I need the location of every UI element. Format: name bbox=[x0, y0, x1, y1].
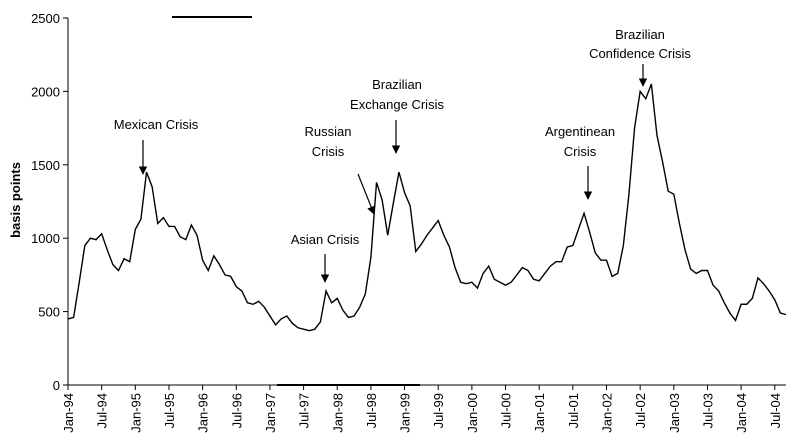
y-tick-label: 1500 bbox=[31, 158, 60, 173]
annotation: Exchange Crisis bbox=[350, 97, 444, 112]
x-tick-label: Jan-94 bbox=[61, 393, 76, 433]
x-tick-label: Jul-01 bbox=[566, 393, 581, 428]
y-tick-label: 0 bbox=[53, 378, 60, 393]
annotation: Confidence Crisis bbox=[589, 46, 691, 61]
annotation: Argentinean bbox=[545, 124, 615, 139]
x-tick-label: Jan-00 bbox=[465, 393, 480, 433]
x-tick-label: Jul-96 bbox=[229, 393, 244, 428]
x-tick-label: Jan-01 bbox=[532, 393, 547, 433]
x-tick-label: Jan-95 bbox=[128, 393, 143, 433]
annotation: Asian Crisis bbox=[291, 232, 360, 247]
annotation: Crisis bbox=[312, 144, 345, 159]
annotation: Mexican Crisis bbox=[114, 117, 199, 132]
x-tick-label: Jul-00 bbox=[499, 393, 514, 428]
x-tick-label: Jul-03 bbox=[700, 393, 715, 428]
data-line bbox=[67, 83, 786, 332]
y-tick-label: 1000 bbox=[31, 231, 60, 246]
x-tick-label: Jan-98 bbox=[330, 393, 345, 433]
annotation: Brazilian bbox=[615, 27, 665, 42]
x-tick-label: Jan-99 bbox=[398, 393, 413, 433]
x-tick-label: Jul-04 bbox=[768, 393, 783, 428]
x-tick-label: Jan-04 bbox=[734, 393, 749, 433]
x-tick-label: Jan-03 bbox=[667, 393, 682, 433]
annotation-arrow bbox=[357, 173, 376, 215]
annotation: Russian bbox=[305, 124, 352, 139]
x-tick-label: Jan-96 bbox=[196, 393, 211, 433]
y-tick-label: 500 bbox=[38, 305, 60, 320]
x-tick-label: Jan-97 bbox=[263, 393, 278, 433]
x-tick-label: Jul-94 bbox=[95, 393, 110, 428]
x-tick-label: Jul-97 bbox=[297, 393, 312, 428]
x-tick-label: Jul-99 bbox=[431, 393, 446, 428]
x-tick-label: Jan-02 bbox=[600, 393, 615, 433]
x-tick-label: Jul-02 bbox=[633, 393, 648, 428]
annotation: Brazilian bbox=[372, 77, 422, 92]
y-tick-label: 2500 bbox=[31, 11, 60, 26]
annotation: Crisis bbox=[564, 144, 597, 159]
y-axis-label: basis points bbox=[8, 162, 23, 238]
x-tick-label: Jul-98 bbox=[364, 393, 379, 428]
y-tick-label: 2000 bbox=[31, 84, 60, 99]
x-tick-label: Jul-95 bbox=[162, 393, 177, 428]
